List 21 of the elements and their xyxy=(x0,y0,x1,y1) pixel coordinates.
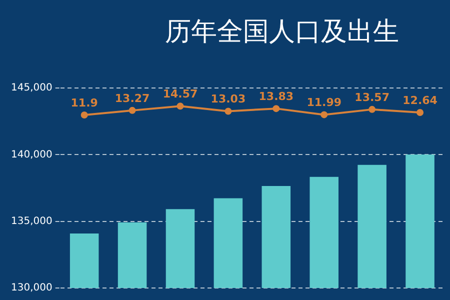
data-label: 14.57 xyxy=(162,87,198,100)
y-tick-label: 130,000 xyxy=(10,282,52,294)
data-label: 13.27 xyxy=(114,92,150,105)
point xyxy=(128,106,136,114)
point xyxy=(272,105,280,112)
point xyxy=(320,111,328,118)
data-label: 11.99 xyxy=(306,96,342,110)
data-label: 12.64 xyxy=(402,94,438,107)
y-tick-label: 145,000 xyxy=(10,82,52,94)
y-tick-label: 140,000 xyxy=(10,149,52,160)
point xyxy=(80,112,88,118)
chart-title: 历年全国人口及出生 xyxy=(165,16,399,49)
point xyxy=(224,108,232,115)
y-tick-label: 135,000 xyxy=(10,216,52,227)
data-label: 13.57 xyxy=(354,90,390,104)
point xyxy=(416,109,424,116)
point xyxy=(368,106,376,113)
point xyxy=(176,102,184,110)
data-label: 13.83 xyxy=(258,90,294,103)
data-label: 13.03 xyxy=(210,92,246,106)
data-label: 11.9 xyxy=(70,96,98,110)
